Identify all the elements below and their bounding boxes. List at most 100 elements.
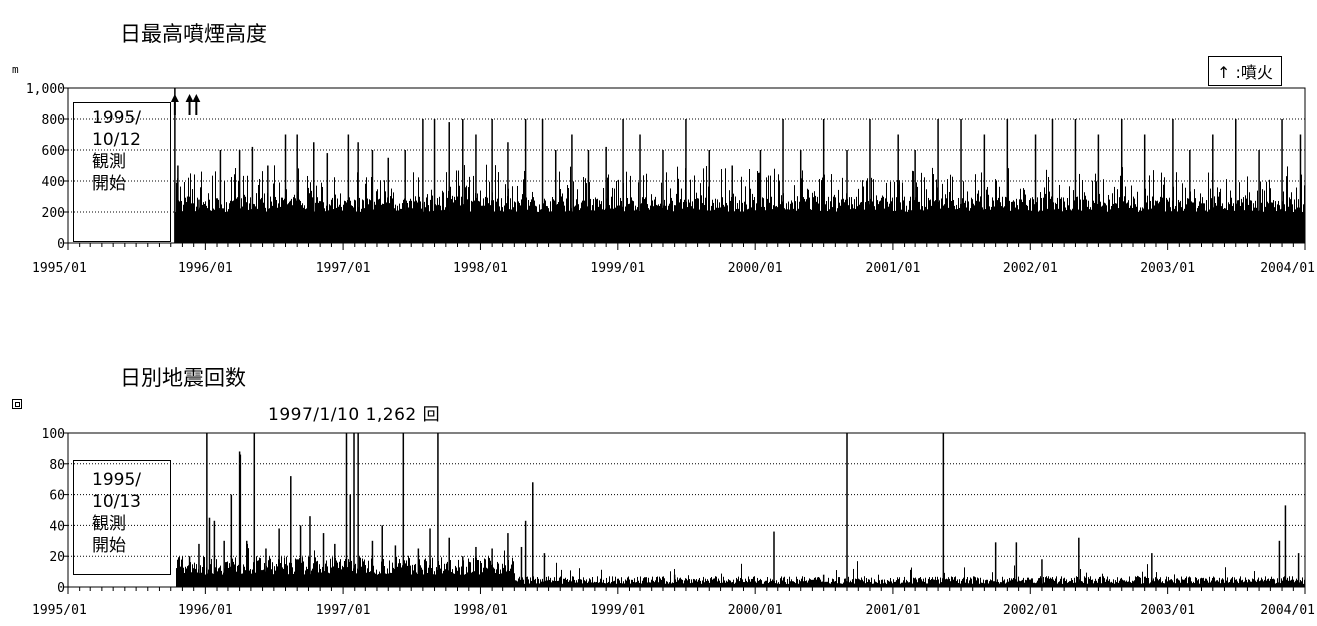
- chart2-bar: [613, 581, 614, 587]
- chart2-bar: [1054, 580, 1055, 587]
- chart1-bar: [923, 210, 924, 243]
- chart2-bar: [829, 583, 830, 587]
- chart1-bar: [1216, 205, 1217, 243]
- chart2-bar: [499, 574, 500, 587]
- chart1-bar: [643, 175, 644, 243]
- chart2-bar: [872, 583, 873, 587]
- chart1-bar: [1200, 193, 1201, 243]
- chart1-bar: [731, 165, 733, 243]
- chart2-bar: [639, 582, 640, 587]
- chart2-bar: [1102, 573, 1103, 587]
- chart2-x-tick-label: 1999/01: [590, 603, 645, 618]
- chart2-bar: [832, 578, 833, 587]
- chart2-bar: [1268, 578, 1269, 587]
- chart1-bar: [1061, 197, 1062, 243]
- chart1-bar: [552, 196, 553, 243]
- chart2-bar: [1195, 577, 1196, 587]
- chart1-bar: [1296, 187, 1297, 243]
- chart1-bar: [431, 189, 432, 243]
- chart2-bar: [1149, 583, 1150, 587]
- chart2-bar: [452, 569, 453, 587]
- chart2-bar: [1299, 582, 1300, 587]
- chart2-bar: [708, 580, 709, 587]
- chart1-bar: [471, 200, 472, 243]
- chart2-bar: [970, 577, 971, 587]
- chart1-bar: [1248, 204, 1249, 243]
- chart2-bar: [1272, 578, 1273, 587]
- chart1-bar: [553, 199, 554, 243]
- chart2-bar: [1103, 576, 1104, 587]
- chart1-bar: [418, 177, 419, 243]
- chart2-bar: [1267, 579, 1268, 587]
- chart1-bar: [1266, 181, 1267, 243]
- chart1-x-tick-label: 2002/01: [1003, 261, 1058, 276]
- chart1-bar: [741, 176, 742, 243]
- chart1-bar: [759, 150, 762, 243]
- chart2-bar: [250, 569, 251, 587]
- chart1-bar: [678, 178, 679, 243]
- chart1-bar: [941, 198, 942, 243]
- chart1-bar: [846, 150, 848, 243]
- chart2-bar: [218, 568, 219, 587]
- chart1-bar: [954, 205, 955, 243]
- chart2-bar: [903, 580, 904, 587]
- chart1-bar: [618, 179, 619, 243]
- chart1-bar: [502, 207, 503, 243]
- chart1-bar: [687, 207, 688, 243]
- chart2-bar: [1181, 576, 1182, 587]
- chart2-bar: [987, 579, 988, 587]
- chart1-bar: [857, 206, 858, 243]
- chart2-bar: [1182, 579, 1183, 587]
- chart2-bar: [1005, 583, 1006, 587]
- chart2-bar: [640, 576, 641, 587]
- chart1-bar: [882, 195, 883, 243]
- chart2-bar: [912, 583, 913, 587]
- chart2-bar: [649, 582, 650, 587]
- chart1-bar: [521, 199, 522, 243]
- chart2-bar: [771, 581, 772, 587]
- chart2-bar: [378, 573, 379, 587]
- chart1-bar: [283, 200, 284, 243]
- chart2-bar: [628, 576, 629, 587]
- chart1-bar: [464, 165, 465, 243]
- chart1-bar: [519, 203, 520, 243]
- chart1-bar: [609, 205, 610, 243]
- chart1-bar: [712, 199, 713, 243]
- chart2-bar: [1118, 582, 1119, 587]
- chart2-bar: [1290, 580, 1291, 587]
- chart2-bar: [770, 578, 771, 587]
- chart2-bar: [614, 580, 615, 587]
- chart2-bar: [337, 562, 338, 587]
- chart1-bar: [592, 205, 593, 243]
- chart1-bar: [176, 182, 177, 243]
- chart1-bar: [469, 176, 470, 243]
- chart2-bar: [779, 583, 780, 587]
- chart2-bar: [762, 583, 763, 587]
- chart1-bar: [1022, 202, 1023, 243]
- chart2-bar: [676, 581, 677, 587]
- chart2-bar: [1204, 580, 1205, 587]
- chart2-bar: [286, 556, 287, 587]
- chart2-bar: [585, 581, 586, 587]
- chart2-bar: [428, 567, 429, 587]
- chart2-bar: [1115, 580, 1116, 587]
- chart1-bar: [324, 208, 325, 243]
- chart2-bar: [906, 579, 907, 587]
- chart1-bar: [933, 174, 934, 243]
- chart1-bar: [779, 181, 780, 243]
- chart1-bar: [1142, 207, 1143, 243]
- chart1-bar: [615, 207, 616, 243]
- chart2-bar: [462, 556, 464, 587]
- chart2-bar: [450, 560, 451, 587]
- chart2-bar: [686, 578, 687, 587]
- chart2-bar: [1049, 578, 1050, 587]
- chart2-bar: [891, 581, 892, 587]
- chart1-bar: [875, 209, 876, 243]
- chart2-bar: [1012, 579, 1013, 587]
- chart2-bar: [876, 582, 877, 587]
- chart1-bar: [670, 188, 671, 243]
- chart2-bar: [863, 581, 864, 587]
- chart1-bar: [1084, 192, 1085, 243]
- chart1-bar: [1065, 207, 1066, 243]
- chart2-bar: [459, 567, 460, 587]
